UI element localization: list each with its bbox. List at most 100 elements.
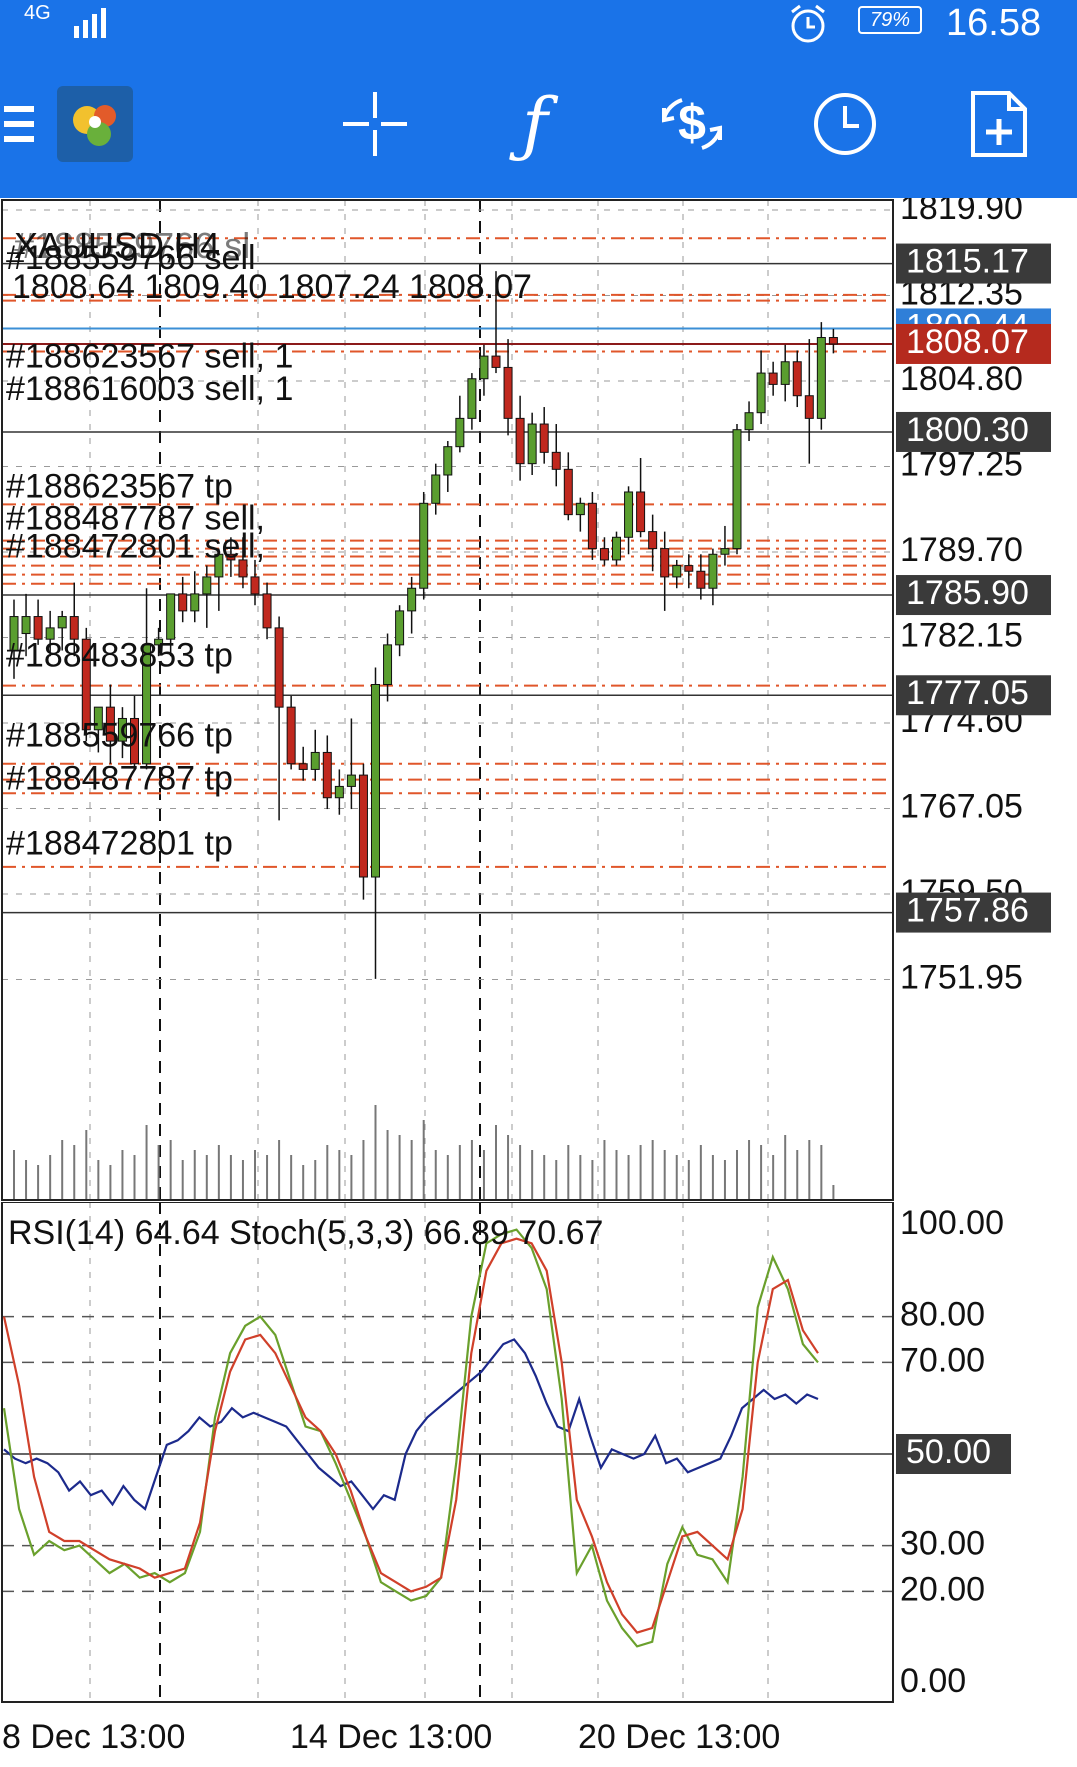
stoch-main-line [2,1228,819,1648]
candle[interactable] [262,582,272,640]
price-tick-label: 1767.05 [900,787,1023,825]
candle[interactable] [45,610,55,657]
candle[interactable] [21,593,31,657]
candle[interactable] [527,412,537,475]
candle[interactable] [768,361,778,396]
candle[interactable] [238,537,248,589]
candle[interactable] [33,599,43,645]
candle[interactable] [479,344,489,396]
candle[interactable] [407,576,417,634]
candle[interactable] [190,571,200,623]
price-tick-label: 1819.90 [900,198,1023,227]
candle[interactable] [346,718,356,810]
candle[interactable] [310,729,320,781]
candle[interactable] [298,746,308,781]
candle[interactable] [81,627,91,742]
menu-icon [4,106,34,142]
candle[interactable] [443,441,453,492]
candle[interactable] [130,695,139,770]
indicators-button[interactable]: ƒ [500,50,570,198]
candle[interactable] [69,582,79,657]
candle[interactable] [274,616,284,821]
menu-button[interactable] [0,50,40,198]
candle[interactable] [804,339,814,464]
app-logo-button[interactable] [56,50,134,198]
candle-body [551,451,561,470]
candle[interactable] [419,491,429,600]
candle[interactable] [455,395,465,453]
clock-label: 16.58 [946,2,1042,44]
candle[interactable] [612,531,621,566]
candle-body [214,553,224,578]
candle[interactable] [780,344,790,402]
candle[interactable] [587,491,597,560]
order-label: #188483853 tp [6,636,233,674]
candle[interactable] [117,707,127,759]
candle[interactable] [166,593,176,657]
candle[interactable] [563,452,573,521]
candle[interactable] [358,763,368,900]
candle[interactable] [105,684,115,764]
candle[interactable] [539,407,549,464]
candle[interactable] [154,627,164,657]
network-label: 4G [24,2,51,24]
candle[interactable] [322,735,332,810]
candle[interactable] [491,271,501,374]
candle[interactable] [624,486,634,555]
candle[interactable] [684,554,694,589]
candle[interactable] [226,537,236,577]
candle[interactable] [696,554,706,600]
candle[interactable] [828,328,838,354]
trade-icon: $ [662,95,722,151]
candle-body [178,593,188,612]
candle[interactable] [648,514,658,572]
candle[interactable] [636,458,646,538]
candle[interactable] [214,548,224,611]
candle-body [720,548,730,555]
indicator-label: RSI(14) 64.64 Stoch(5,3,3) 66.89 70.67 [8,1214,603,1252]
price-chart[interactable]: #188559766 sell #188623567 sell, 1#188616… [0,198,1077,1202]
candle[interactable] [431,463,441,515]
signal-icon [74,8,106,38]
candle[interactable] [756,350,766,425]
new-order-button[interactable] [966,50,1032,198]
candle[interactable] [57,610,67,651]
candle[interactable] [334,769,344,815]
candle[interactable] [383,633,393,702]
candle[interactable] [395,605,405,657]
candle[interactable] [9,599,19,679]
svg-text:$: $ [678,95,706,151]
candle[interactable] [202,565,212,628]
crosshair-button[interactable] [340,50,410,198]
candle[interactable] [286,695,296,770]
candle[interactable] [575,497,585,532]
candle[interactable] [708,548,718,606]
candle[interactable] [660,531,670,611]
candle-body [395,610,405,646]
candle[interactable] [599,537,609,566]
candle[interactable] [816,322,826,430]
candle[interactable] [503,339,513,436]
trade-button[interactable]: $ [652,50,732,198]
candle[interactable] [720,525,730,566]
timeframe-button[interactable] [810,50,880,198]
candle[interactable] [792,350,802,408]
candle[interactable] [744,401,754,442]
candle-body [262,593,272,629]
candle[interactable] [93,706,103,753]
candle-body [744,412,754,431]
candle[interactable] [551,424,561,487]
candle-body [768,372,778,385]
candle[interactable] [672,559,682,589]
candle[interactable] [142,588,152,770]
candle[interactable] [732,424,742,555]
order-label: #188559766 tp [6,717,233,755]
time-label-3: 20 Dec 13:00 [578,1718,780,1756]
oscillator-chart[interactable]: 100.00 80.00 70.00 30.00 20.00 0.00 50.00 RSI… [0,1202,1077,1707]
candle[interactable] [467,373,477,430]
candle[interactable] [371,667,380,979]
candle[interactable] [250,559,260,606]
candle[interactable] [515,395,525,481]
candle[interactable] [178,576,188,623]
battery-label: 79% [869,9,911,31]
